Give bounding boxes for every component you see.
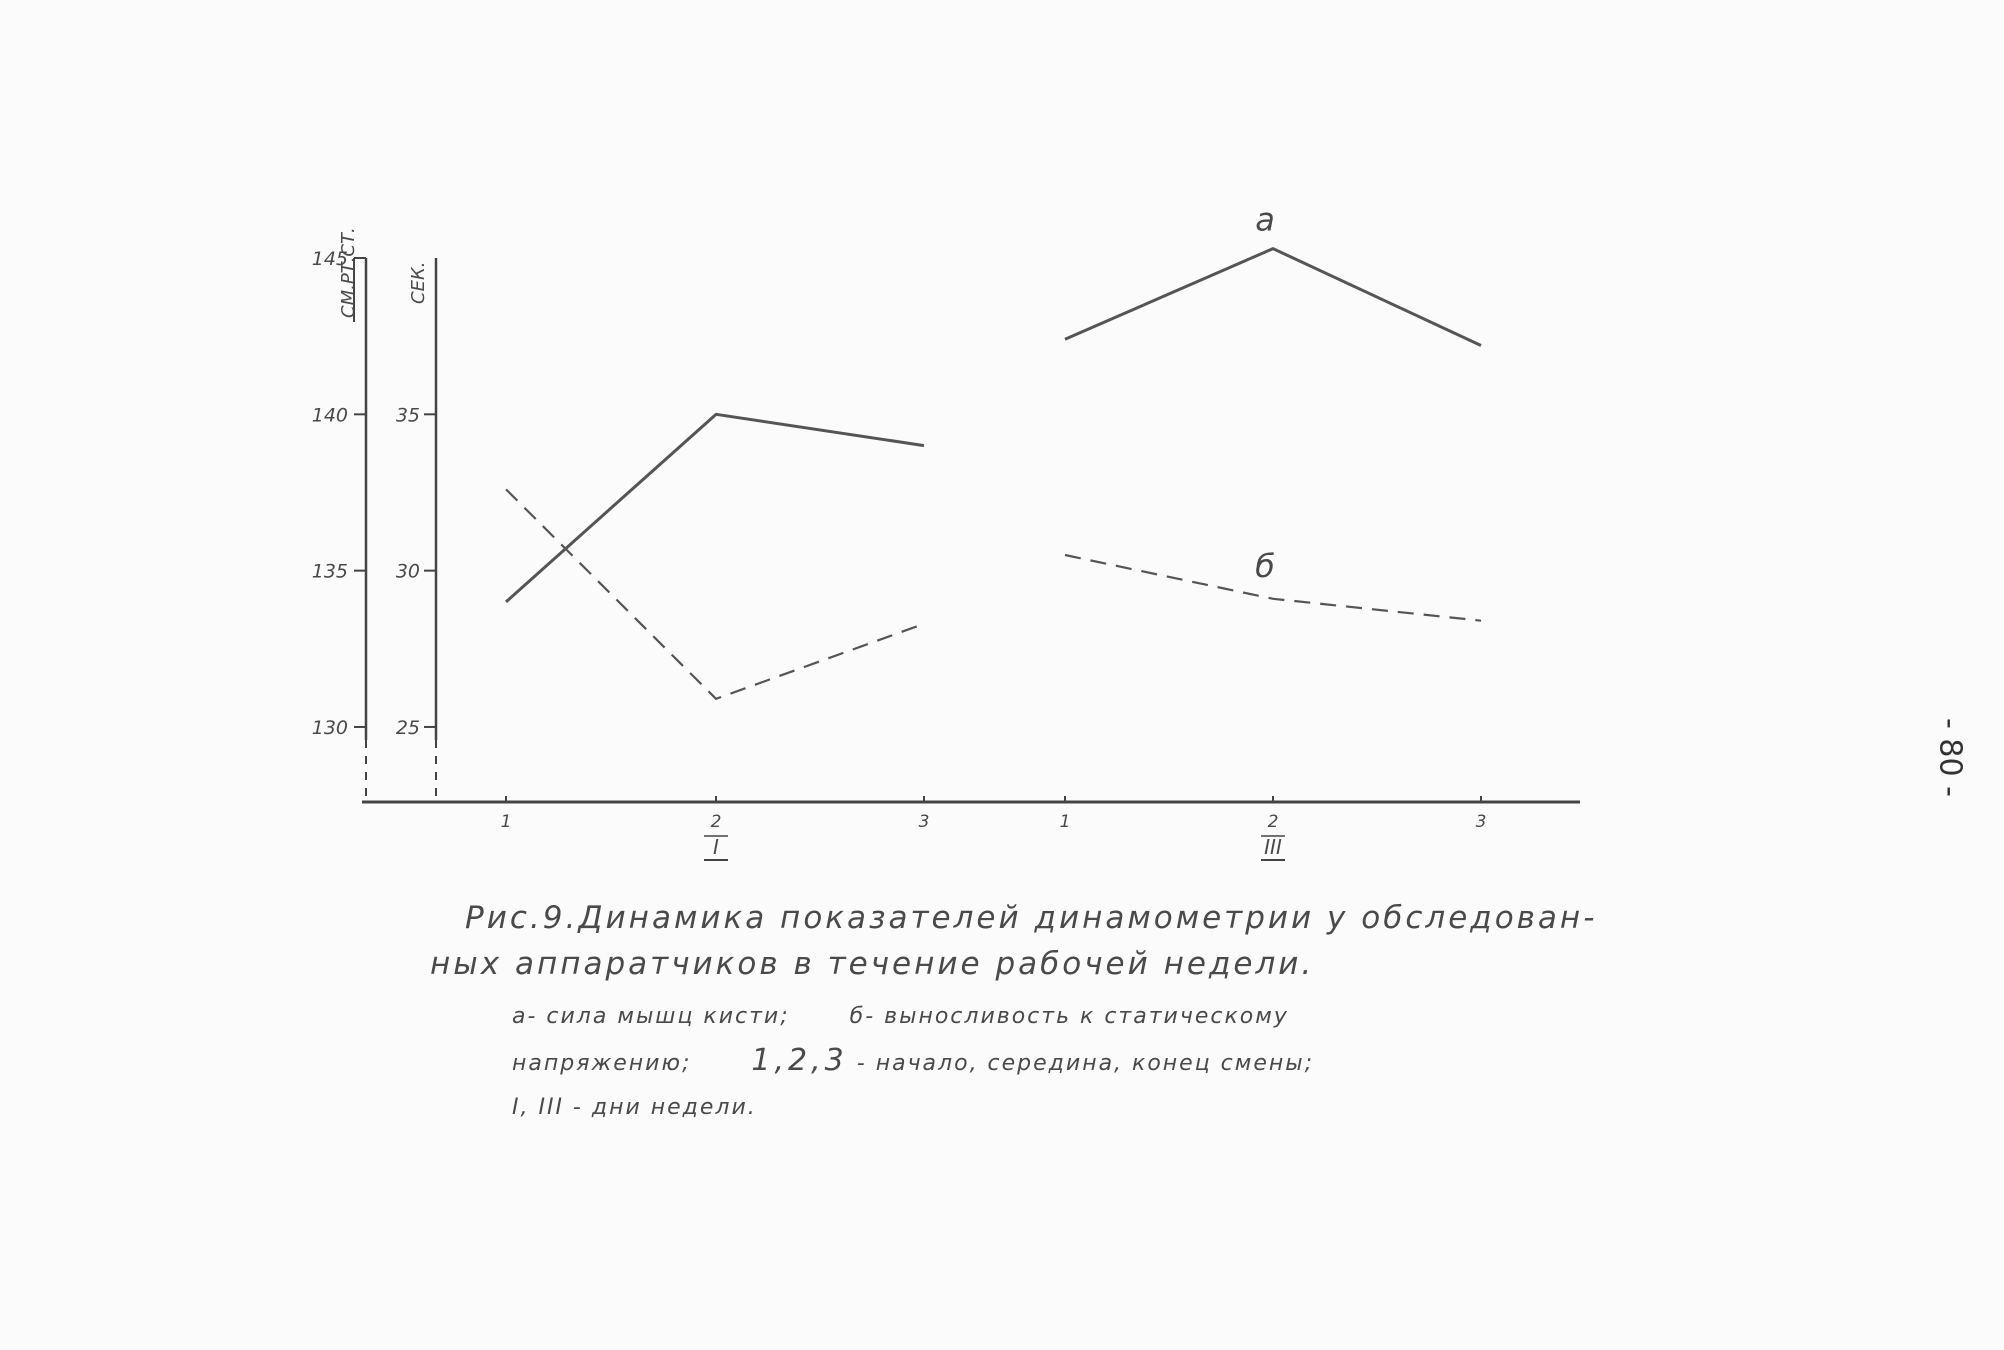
x-tick-label: 2 <box>1268 812 1279 832</box>
caption-title-line-2: ных аппаратчиков в течение рабочей недел… <box>430 946 1315 982</box>
x-group-label: III <box>1264 835 1282 859</box>
series-b-line-I <box>505 488 925 700</box>
series-lines <box>505 247 1482 700</box>
caption-title: Рис.9.Динамика показателей динамометрии … <box>430 895 1630 987</box>
legend-shift-numbers: 1,2,3 <box>751 1043 848 1078</box>
legend-series-a: а- сила мышц кисти; <box>512 1004 790 1029</box>
series-a-label: а <box>1255 201 1275 239</box>
x-tick-label: 3 <box>1476 812 1487 832</box>
y-outer-tick-label: 130 <box>312 717 348 739</box>
y-outer-tick-label: 145 <box>312 248 348 270</box>
y-inner-tick-label: 25 <box>396 717 420 739</box>
series-b-line-III <box>1064 553 1482 622</box>
x-tick-label: 2 <box>711 812 722 832</box>
y-axis-inner-title: СЕК. <box>408 262 429 304</box>
y-inner-tick-label: 30 <box>396 561 420 583</box>
axes <box>353 257 1580 861</box>
legend-weekdays: I, III - дни недели. <box>512 1095 757 1120</box>
y-outer-tick-label: 140 <box>312 404 348 426</box>
legend-series-b: б- выносливость к статическому <box>849 1004 1289 1029</box>
series-a-line-III <box>1064 247 1482 347</box>
legend-continuation: напряжению; <box>512 1051 692 1076</box>
legend-row-2: напряжению; 1,2,3 - начало, середина, кон… <box>512 1039 1630 1086</box>
series-b-label: б <box>1255 547 1275 585</box>
x-tick-label: 1 <box>501 812 512 832</box>
x-tick-label: 3 <box>919 812 930 832</box>
caption-legend: а- сила мышц кисти; б- выносливость к ста… <box>430 995 1630 1130</box>
x-tick-label: 1 <box>1060 812 1071 832</box>
y-outer-tick-label: 135 <box>312 561 348 583</box>
x-group-label: I <box>713 835 719 859</box>
legend-row-3: I, III - дни недели. <box>512 1086 1630 1130</box>
page-number: - 80 - <box>1932 718 1968 797</box>
caption-title-line-1: Рис.9.Динамика показателей динамометрии … <box>465 900 1598 936</box>
legend-shift-meaning: - начало, середина, конец смены; <box>856 1051 1315 1076</box>
series-labels: аб <box>1255 201 1275 585</box>
y-inner-tick-label: 35 <box>396 404 420 426</box>
y-axis-outer-title: СМ.РТ.СТ. <box>338 227 359 318</box>
series-a-line-I <box>505 412 925 604</box>
legend-row-1: а- сила мышц кисти; б- выносливость к ста… <box>512 995 1630 1039</box>
figure-caption: Рис.9.Динамика показателей динамометрии … <box>430 895 1630 1130</box>
